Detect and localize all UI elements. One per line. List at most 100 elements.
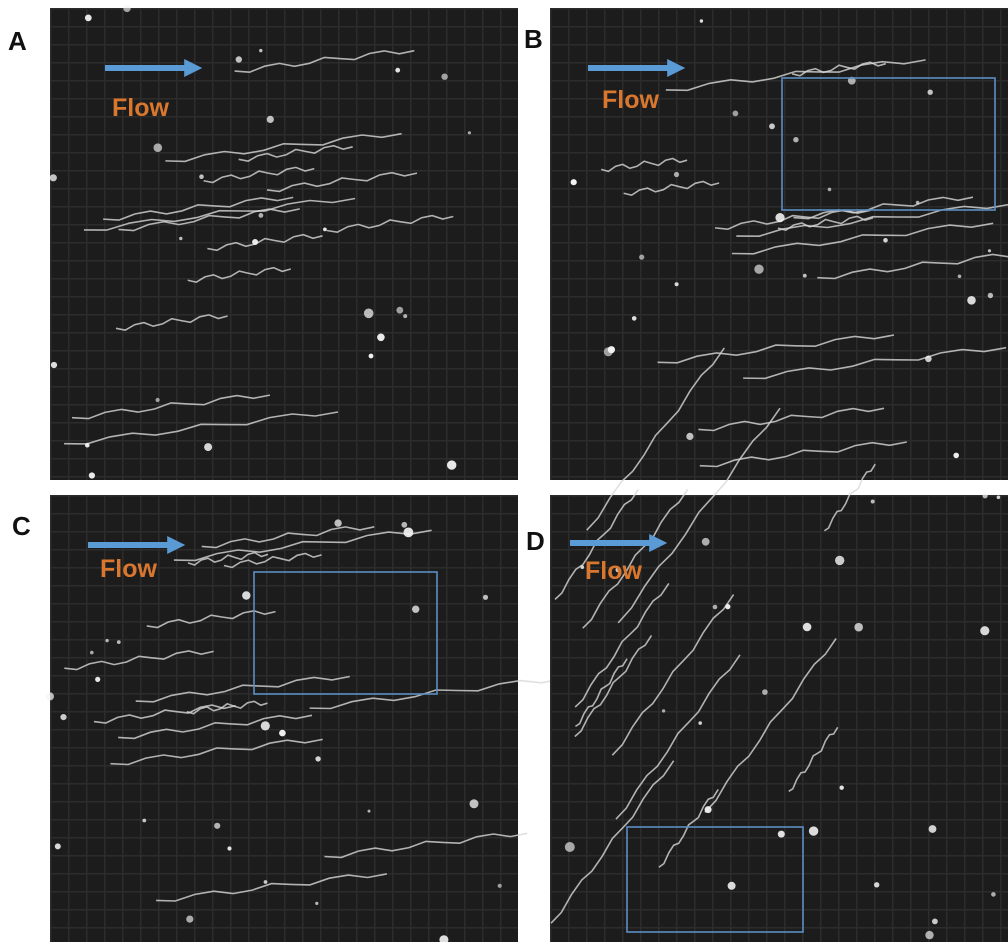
bright-spot [702, 538, 710, 546]
bright-spot [279, 730, 286, 737]
flow-label: Flow [585, 557, 642, 585]
bright-spot [925, 356, 932, 363]
bright-spot [958, 275, 962, 279]
bright-spot [835, 556, 844, 565]
bright-spot [142, 819, 146, 823]
bright-spot [404, 528, 414, 538]
bright-spot [364, 309, 374, 319]
bright-spot [871, 500, 875, 504]
bright-spot [401, 522, 407, 528]
bright-spot [261, 721, 270, 730]
bright-spot [51, 362, 57, 368]
bright-spot [396, 307, 403, 314]
bright-spot [700, 19, 703, 22]
bright-spot [932, 919, 938, 925]
bright-spot [50, 174, 57, 181]
bright-spot [55, 843, 61, 849]
bright-spot [988, 293, 993, 298]
bright-spot [698, 721, 702, 725]
bright-spot [117, 640, 121, 644]
bright-spot [89, 472, 95, 478]
bright-spot [686, 433, 693, 440]
bright-spot [498, 884, 502, 888]
bright-spot [377, 334, 385, 342]
bright-spot [662, 709, 665, 712]
flow-label: Flow [100, 555, 157, 583]
bright-spot [713, 605, 718, 610]
bright-spot [214, 823, 220, 829]
bright-spot [925, 931, 933, 939]
bright-spot [967, 296, 976, 305]
figure: Flow Flow Flow Flow A B C D [0, 0, 1008, 942]
panel-label: D [526, 526, 545, 556]
bright-spot [632, 316, 637, 321]
bright-spot [581, 565, 585, 569]
bright-spot [156, 398, 160, 402]
bright-spot [470, 799, 479, 808]
bright-spot [778, 831, 785, 838]
bright-spot [916, 201, 920, 205]
bright-spot [705, 806, 712, 813]
panel-c: Flow [46, 495, 562, 942]
bright-spot [983, 493, 988, 498]
bright-spot [803, 623, 812, 632]
bright-spot [236, 56, 242, 62]
bright-spot [368, 810, 371, 813]
bright-spot [754, 265, 763, 274]
bright-spot [85, 15, 92, 22]
bright-spot [46, 692, 54, 700]
panel-label: B [524, 24, 543, 54]
flow-label: Flow [112, 94, 169, 122]
bright-spot [259, 49, 262, 52]
bright-spot [991, 892, 996, 897]
bright-spot [95, 677, 100, 682]
bright-spot [883, 238, 888, 243]
bright-spot [483, 595, 488, 600]
bright-spot [468, 131, 471, 134]
bright-spot [315, 902, 318, 905]
bright-spot [264, 880, 268, 884]
bright-spot [403, 314, 407, 318]
bright-spot [828, 188, 832, 192]
bright-spot [259, 213, 264, 218]
bright-spot [369, 354, 374, 359]
bright-spot [186, 916, 193, 923]
bright-spot [929, 825, 937, 833]
bright-spot [953, 453, 959, 459]
bright-spot [252, 239, 258, 245]
bright-spot [874, 882, 879, 887]
bright-spot [315, 756, 320, 761]
bright-spot [733, 111, 739, 117]
bright-spot [675, 282, 679, 286]
bright-spot [90, 651, 94, 655]
bright-spot [395, 68, 400, 73]
bright-spot [242, 591, 250, 599]
bright-spot [928, 90, 933, 95]
bright-spot [980, 626, 989, 635]
bright-spot [441, 74, 447, 80]
panel-label: C [12, 511, 31, 541]
bright-spot [809, 826, 818, 835]
bright-spot [447, 460, 456, 469]
bright-spot [571, 179, 577, 185]
bright-spot [674, 172, 679, 177]
bright-spot [179, 237, 182, 240]
bright-spot [769, 123, 775, 129]
bright-spot [793, 137, 798, 142]
bright-spot [267, 116, 274, 123]
bright-spot [154, 143, 163, 152]
bright-spot [854, 623, 863, 632]
bright-spot [105, 639, 108, 642]
bright-spot [227, 846, 231, 850]
panel-a: Flow [50, 5, 518, 480]
bright-spot [204, 443, 212, 451]
bright-spot [334, 519, 341, 526]
bright-spot [565, 842, 575, 852]
bright-spot [199, 174, 204, 179]
bright-spot [60, 714, 66, 720]
flow-label: Flow [602, 86, 659, 114]
panel-label: A [8, 26, 27, 56]
bright-spot [323, 228, 327, 232]
bright-spot [725, 604, 730, 609]
bright-spot [997, 496, 1001, 500]
